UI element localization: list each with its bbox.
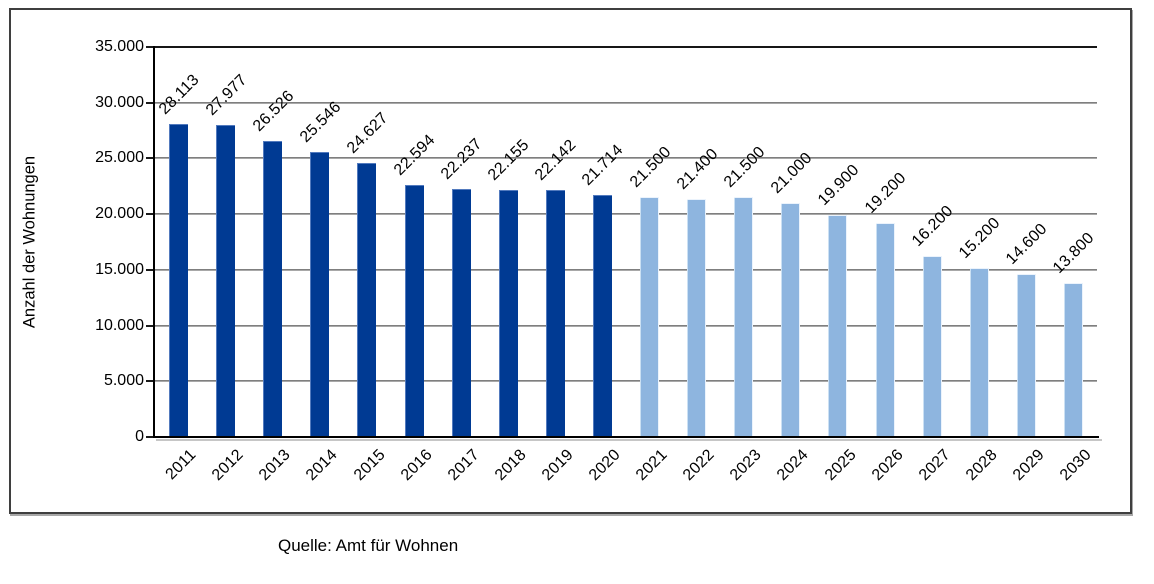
y-axis-tick — [146, 324, 155, 327]
bar-value-text: 22.594 — [391, 131, 439, 180]
bar — [498, 190, 518, 437]
gridline — [155, 324, 1097, 327]
bar-value-text: 22.142 — [532, 136, 580, 185]
x-tick-text: 2022 — [680, 446, 718, 485]
bar-value-text: 28.113 — [155, 71, 203, 118]
source-note: Quelle: Amt für Wohnen — [278, 536, 459, 555]
x-tick-text: 2021 — [633, 446, 671, 485]
chart-frame — [9, 8, 1132, 514]
bar — [545, 190, 565, 437]
bar-value-text: 21.400 — [673, 145, 722, 193]
y-axis-tick — [146, 380, 155, 383]
x-tick-text: 2018 — [491, 446, 530, 485]
bar — [357, 162, 377, 437]
y-axis-tick — [146, 101, 155, 104]
x-tick-text: 2026 — [868, 446, 907, 485]
bar-value-text: 19.200 — [862, 169, 910, 218]
y-tick-label: 35.000 — [95, 38, 144, 55]
y-tick-label: 15.000 — [95, 260, 144, 278]
bar — [451, 189, 471, 437]
bar-value-text: 22.155 — [485, 136, 533, 185]
bar-value-text: 15.200 — [956, 214, 1004, 262]
bar — [734, 197, 754, 437]
bar-value-text: 21.500 — [720, 143, 769, 192]
x-tick-text: 2024 — [774, 446, 813, 485]
y-axis-tick — [146, 213, 155, 216]
x-axis-shadow — [156, 439, 1102, 441]
x-axis-line — [153, 436, 1099, 438]
x-tick-text: 2030 — [1056, 446, 1095, 485]
bar — [922, 256, 942, 437]
bar — [781, 203, 801, 437]
bar — [640, 197, 660, 437]
gridline — [155, 46, 1097, 48]
y-tick-label: 20.000 — [95, 205, 144, 223]
y-tick-label: 5.000 — [103, 372, 144, 390]
x-tick-text: 2015 — [350, 446, 389, 485]
bar — [263, 141, 283, 437]
x-tick-text: 2012 — [209, 446, 247, 485]
y-axis-tick — [146, 157, 155, 160]
x-tick-text: 2023 — [727, 446, 766, 485]
bar-value-text: 27.977 — [202, 71, 251, 120]
bar-value-text: 21.500 — [626, 143, 675, 192]
bar — [592, 195, 612, 437]
x-tick-text: 2019 — [538, 446, 577, 485]
x-tick-text: 2029 — [1009, 446, 1048, 485]
bar-value-text: 19.900 — [814, 161, 863, 210]
bar — [687, 198, 707, 437]
x-tick-text: 2017 — [444, 446, 483, 485]
bar — [216, 125, 236, 437]
bar — [969, 267, 989, 437]
gridline — [155, 268, 1097, 271]
bar-value-text: 22.237 — [438, 135, 486, 184]
bar — [169, 123, 189, 437]
y-axis-tick — [146, 268, 155, 271]
y-axis-tick — [146, 436, 155, 438]
x-tick-text: 2013 — [256, 446, 295, 485]
y-tick-label: 25.000 — [95, 149, 144, 167]
y-tick-label: 0 — [135, 428, 144, 445]
bar-value-text: 25.546 — [296, 98, 345, 147]
bar-value-text: 24.627 — [343, 109, 392, 157]
x-tick-text: 2016 — [397, 446, 436, 485]
y-axis-tick — [146, 46, 155, 48]
y-tick-label: 10.000 — [95, 316, 144, 334]
x-tick-text: 2020 — [585, 446, 624, 485]
y-axis-line — [153, 46, 155, 438]
x-tick-text: 2011 — [162, 446, 200, 484]
bar — [875, 223, 895, 437]
bar — [1063, 283, 1083, 437]
x-tick-text: 2014 — [303, 446, 342, 485]
y-axis-title: Anzahl der Wohnungen — [20, 155, 39, 329]
bar-value-text: 16.200 — [909, 203, 957, 251]
x-tick-text: 2027 — [915, 446, 954, 485]
x-tick-text: 2028 — [962, 446, 1001, 485]
bar-value-text: 26.526 — [249, 87, 298, 136]
bar-value-text: 14.600 — [1003, 220, 1051, 269]
bar — [1016, 274, 1036, 437]
bar — [828, 215, 848, 437]
bar — [404, 185, 424, 437]
x-tick-text: 2025 — [821, 446, 860, 485]
gridline — [155, 101, 1097, 104]
bar-value-text: 21.714 — [579, 141, 627, 190]
bar — [310, 152, 330, 437]
gridline — [155, 213, 1097, 216]
y-tick-label: 30.000 — [95, 93, 144, 111]
gridline — [155, 380, 1097, 383]
gridline — [155, 157, 1097, 160]
